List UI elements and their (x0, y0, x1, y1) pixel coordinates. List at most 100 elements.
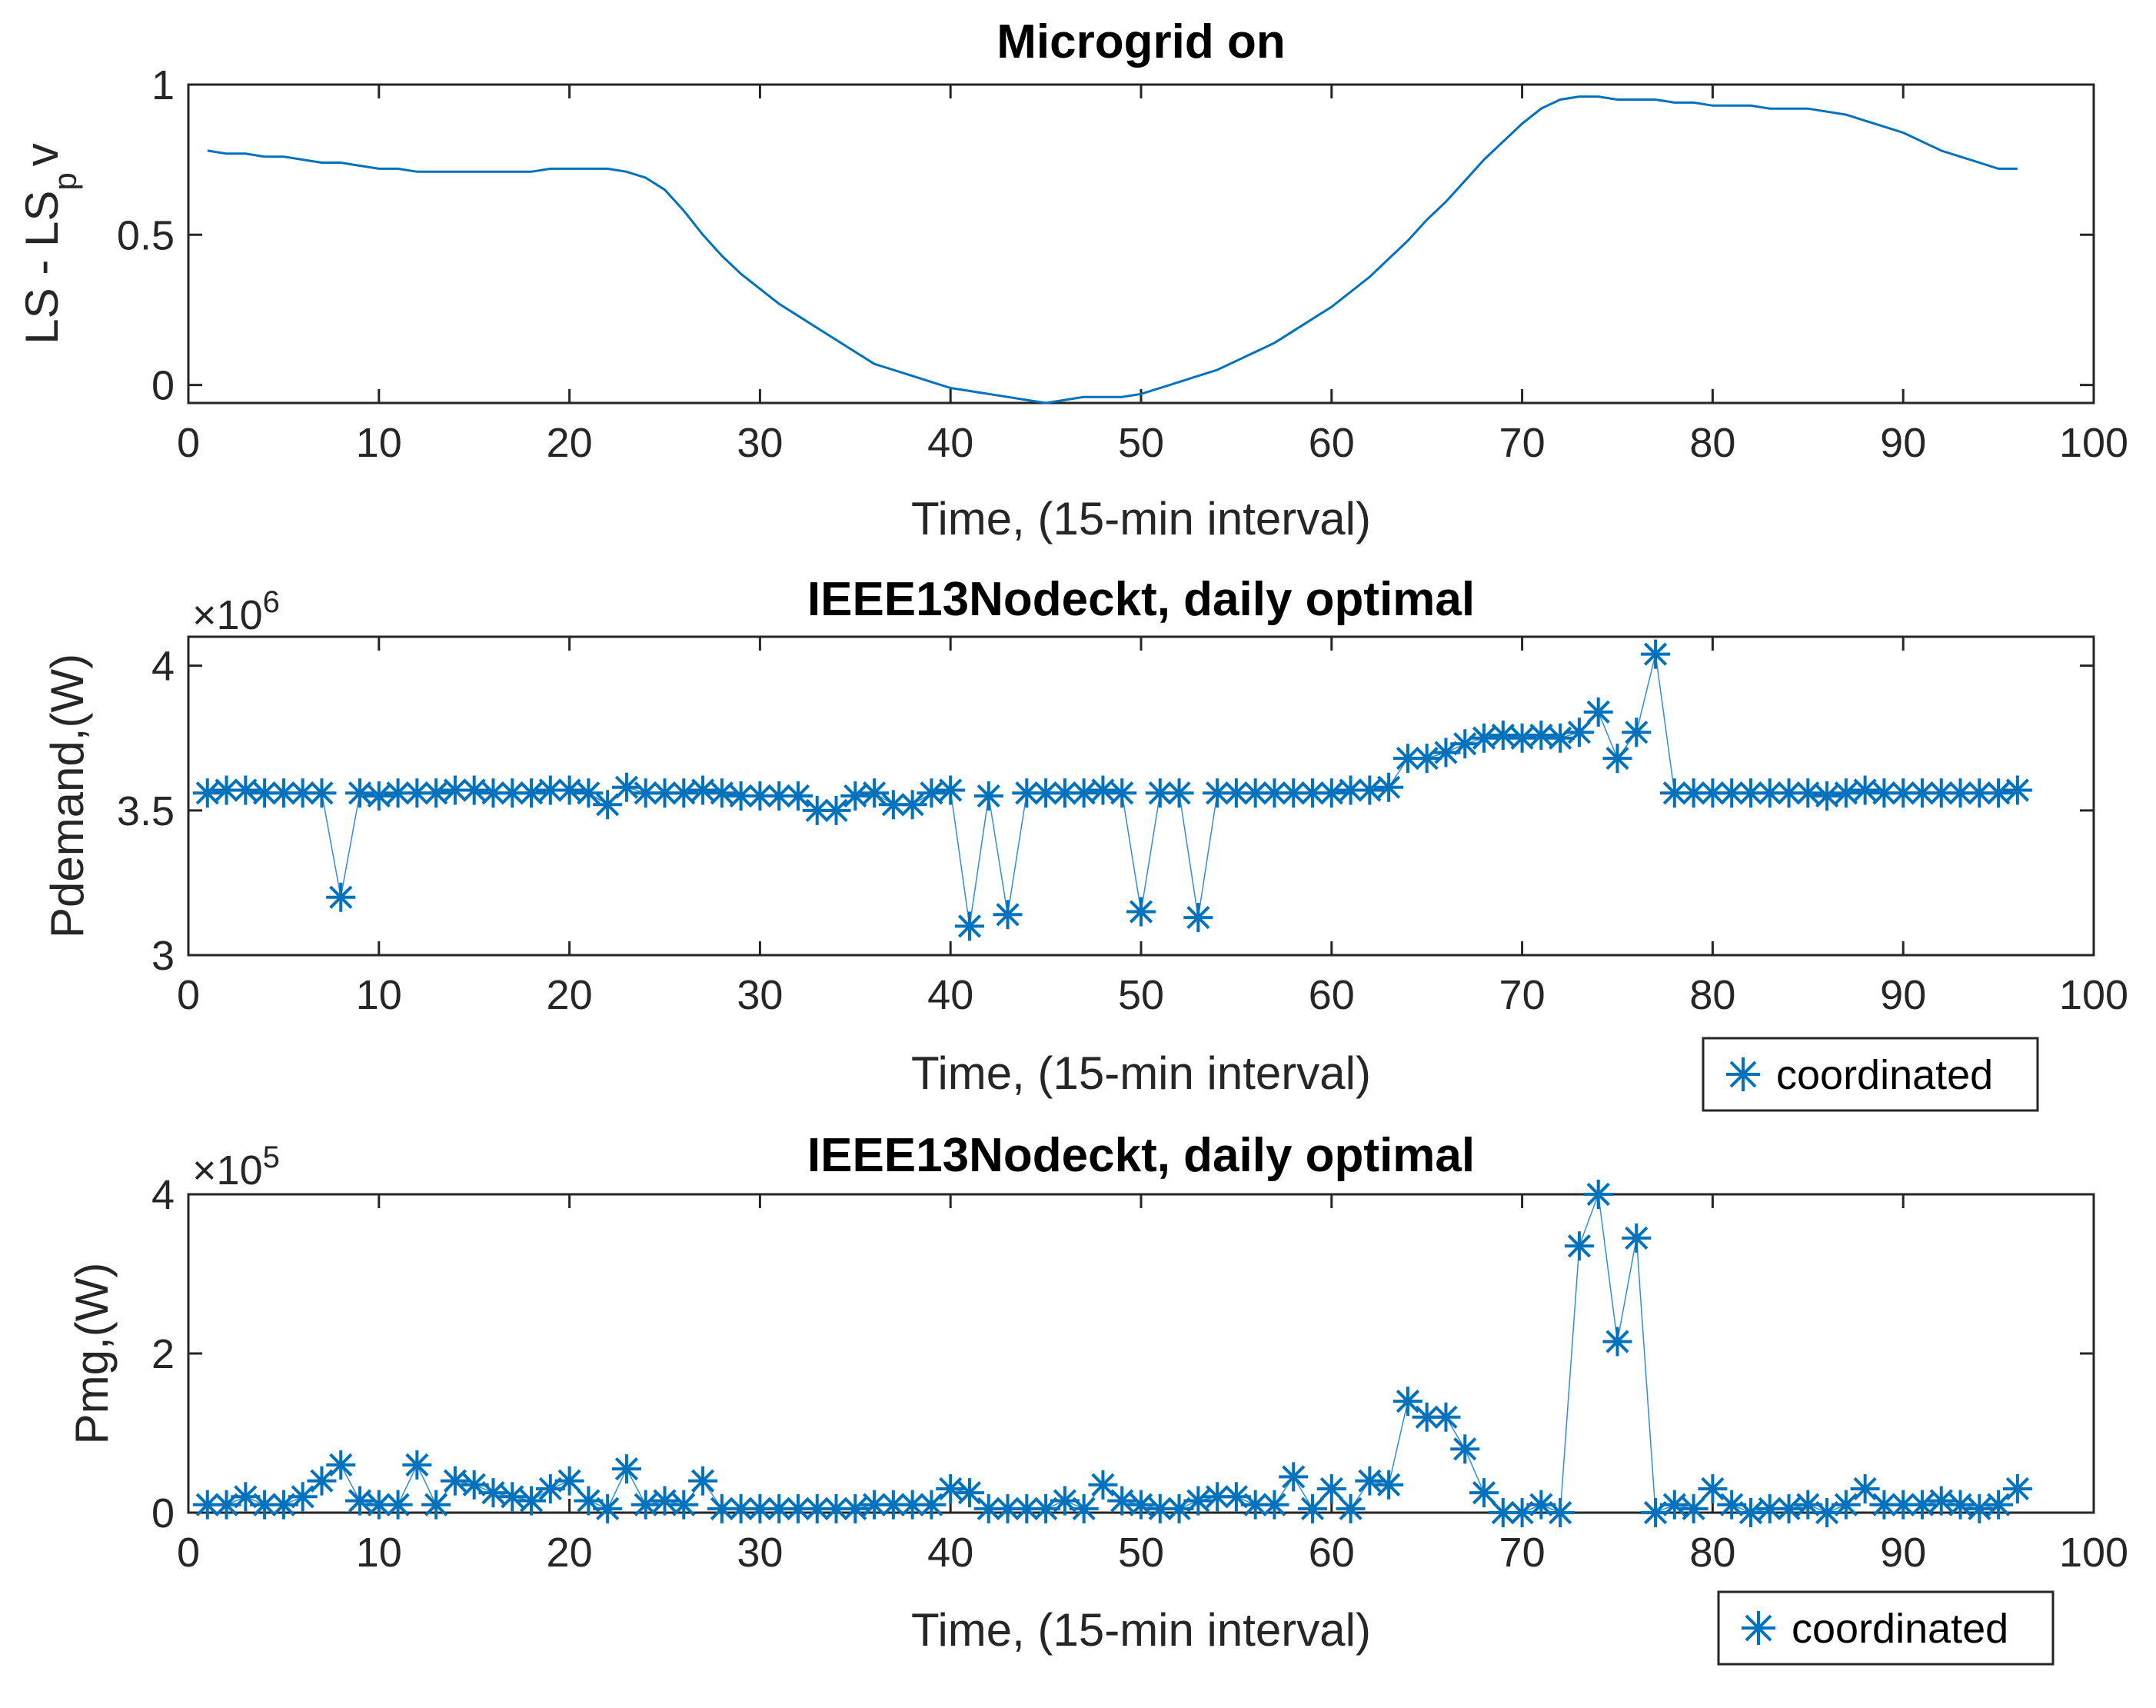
data-point (1793, 1490, 1823, 1520)
data-point (1735, 778, 1765, 808)
data-point (707, 778, 737, 808)
data-point (1984, 778, 2014, 808)
y-axis-label: LS - LSpv (16, 143, 83, 344)
data-point (650, 1486, 680, 1516)
x-tick-label: 0 (177, 420, 200, 466)
data-point (936, 775, 966, 805)
data-point (554, 1466, 584, 1496)
data-marks (207, 95, 2018, 405)
data-point (211, 1490, 241, 1520)
y-tick-label: 4 (151, 1172, 175, 1218)
data-point (1145, 1493, 1175, 1523)
data-point (802, 1493, 832, 1523)
data-point (1622, 1223, 1652, 1253)
data-point (1926, 778, 1956, 808)
data-point (1850, 775, 1880, 805)
data-point (860, 778, 890, 808)
data-point (1279, 1462, 1309, 1492)
data-point (1717, 1490, 1747, 1520)
x-tick-label: 40 (927, 1530, 973, 1576)
panel-pmg: IEEE13Nodeckt, daily optimal ×105 Time, … (66, 1129, 2128, 1666)
x-tick-label: 70 (1499, 972, 1545, 1018)
data-point (1507, 723, 1537, 753)
x-ticks: 0 10 20 30 40 50 60 70 80 90 100 (177, 1194, 2128, 1576)
data-point (192, 1490, 222, 1520)
x-axis-label: Time, (15-min interval) (911, 1047, 1371, 1099)
data-point (1907, 1490, 1937, 1520)
data-point (726, 781, 756, 811)
data-point (1965, 778, 1995, 808)
y-scale-factor: ×105 (192, 1140, 280, 1194)
data-point (345, 1486, 375, 1516)
data-point (630, 1490, 660, 1520)
data-point (1850, 1473, 1880, 1503)
data-point (1679, 778, 1708, 808)
data-point (192, 778, 222, 808)
data-point (1831, 1490, 1861, 1520)
data-point (1355, 775, 1385, 805)
data-point (364, 1490, 394, 1520)
data-point (1392, 744, 1422, 774)
data-point (1507, 1498, 1537, 1527)
data-point (1431, 737, 1461, 767)
data-point (440, 1466, 470, 1496)
data-point (1717, 778, 1747, 808)
legend-label: coordinated (1776, 1052, 1993, 1098)
data-point (364, 781, 394, 811)
data-point (1336, 775, 1366, 805)
data-point (402, 1450, 432, 1480)
data-point (593, 1493, 623, 1523)
data-point (1488, 1498, 1518, 1527)
legend-marker (1742, 1611, 1775, 1645)
x-tick-label: 90 (1880, 420, 1926, 466)
data-point (1012, 1493, 1042, 1523)
data-point (1698, 1473, 1728, 1503)
data-point (1488, 720, 1518, 750)
data-point (1984, 1490, 2014, 1520)
scale-base: ×10 (192, 592, 263, 638)
y-tick-label: 1 (151, 62, 175, 108)
data-point (1126, 1490, 1156, 1520)
data-point (1145, 778, 1175, 808)
x-tick-label: 20 (547, 420, 593, 466)
data-point (1945, 778, 1975, 808)
data-point (1869, 1490, 1899, 1520)
data-point (1355, 1466, 1385, 1496)
x-tick-label: 80 (1689, 972, 1735, 1018)
data-point (1164, 1493, 1194, 1523)
data-point (440, 775, 470, 805)
y-tick-label: 0.5 (117, 212, 175, 258)
data-point (1183, 903, 1213, 933)
data-point (288, 778, 318, 808)
data-point (1050, 1486, 1080, 1516)
data-point (1774, 778, 1804, 808)
data-point (1698, 778, 1728, 808)
data-marks (192, 639, 2032, 941)
legend-marker (1726, 1057, 1760, 1091)
data-point (574, 1486, 604, 1516)
data-point (402, 778, 432, 808)
data-point (1641, 1498, 1671, 1527)
x-tick-label: 20 (547, 972, 593, 1018)
y-tick-label: 4 (151, 644, 175, 690)
data-point (574, 778, 604, 808)
data-point (1069, 1493, 1099, 1523)
data-point (1088, 775, 1118, 805)
x-axis-label: Time, (15-min interval) (911, 493, 1371, 544)
data-point (517, 1486, 547, 1516)
data-point (1069, 778, 1099, 808)
data-point (764, 1493, 794, 1523)
data-point (231, 775, 261, 805)
x-tick-label: 30 (737, 972, 783, 1018)
data-point (1050, 778, 1080, 808)
y-label-main: LS - LS (16, 191, 68, 345)
x-tick-label: 60 (1309, 972, 1355, 1018)
data-point (268, 778, 298, 808)
data-point (1221, 778, 1251, 808)
data-point (1641, 639, 1671, 669)
data-point (478, 778, 508, 808)
y-axis-label: Pmg,(W) (66, 1263, 118, 1445)
panel-pdemand: IEEE13Nodeckt, daily optimal ×106 Time, … (42, 573, 2128, 1112)
data-point (478, 1478, 508, 1508)
data-point (783, 781, 813, 811)
